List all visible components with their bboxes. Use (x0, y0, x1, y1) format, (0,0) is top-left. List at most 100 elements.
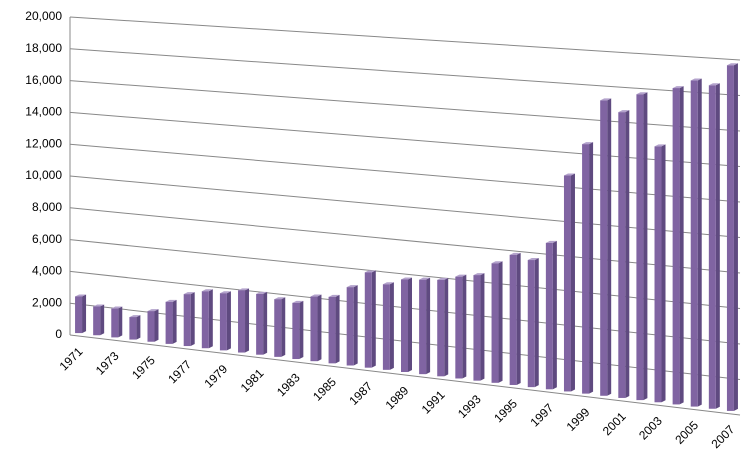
bar (690, 80, 698, 407)
bar-top (563, 173, 575, 176)
bar (219, 293, 227, 351)
x-tick-label: 1979 (202, 362, 231, 391)
bar (256, 293, 264, 355)
bar-top (328, 294, 340, 297)
x-tick-label: 1993 (455, 392, 484, 421)
bar-side (733, 63, 738, 411)
x-tick-label: 2001 (600, 409, 629, 438)
bar (183, 294, 191, 347)
bar-top (582, 142, 594, 145)
bar-top (491, 261, 503, 264)
bar (328, 296, 336, 364)
grid-line (69, 334, 741, 416)
bar-top (274, 297, 286, 300)
bar-top (437, 277, 449, 280)
y-tick-label: 12,000 (25, 136, 62, 150)
bar-side (462, 274, 467, 379)
bar-side (208, 289, 213, 349)
bar (401, 279, 408, 372)
bar (364, 272, 372, 368)
bar-side (643, 92, 648, 401)
bar-side (697, 78, 702, 407)
bar-side (625, 110, 630, 398)
x-tick-label: 1983 (274, 370, 303, 399)
x-tick-label: 1987 (346, 379, 375, 408)
bar-top (726, 63, 738, 66)
bar-top (219, 291, 231, 294)
bar (75, 296, 83, 334)
bar-side (172, 299, 177, 344)
bar-side (534, 258, 539, 388)
bar-top (111, 306, 123, 309)
x-tick-label: 2007 (709, 422, 738, 451)
bar-side (226, 291, 231, 351)
bar (600, 100, 608, 396)
bar-top (419, 277, 431, 280)
bar (129, 317, 137, 340)
bar-side (679, 86, 684, 405)
bar (437, 279, 445, 377)
y-tick-label: 16,000 (25, 73, 62, 87)
bar-side (281, 297, 286, 357)
bar (455, 276, 463, 379)
bar-top (310, 294, 322, 297)
bar (201, 291, 209, 349)
grid-line (69, 48, 741, 96)
bar-side (100, 304, 105, 336)
bar (491, 263, 499, 383)
y-tick-label: 8,000 (32, 200, 62, 214)
bar-side (317, 294, 322, 362)
bar-top (473, 273, 485, 276)
bar (419, 279, 427, 375)
bar (527, 260, 535, 388)
bar-top (672, 86, 684, 89)
bar-side (190, 292, 195, 347)
y-tick-label: 10,000 (25, 168, 62, 182)
bar-side (661, 144, 666, 403)
x-tick-label: 1973 (93, 349, 122, 378)
bar-top (238, 288, 250, 291)
x-tick-label: 2005 (672, 418, 701, 447)
bar-side (480, 273, 485, 381)
bar-side (516, 252, 521, 385)
bar (618, 112, 626, 398)
bar (672, 88, 680, 405)
bar (545, 242, 553, 390)
bar-top (600, 98, 612, 101)
bar-top (93, 304, 105, 307)
bar (582, 144, 590, 394)
bar (346, 287, 354, 366)
bar-top (527, 258, 539, 261)
bar (563, 175, 571, 392)
bar (382, 284, 390, 370)
bar (708, 85, 716, 409)
bar (147, 311, 155, 342)
bar (310, 296, 318, 362)
bar-side (389, 282, 394, 370)
bar (274, 299, 282, 357)
x-tick-label: 1989 (383, 383, 412, 412)
bar-top (201, 289, 213, 292)
bar (654, 146, 662, 403)
bar-top (690, 78, 702, 81)
bar-side (607, 98, 612, 396)
bar (726, 65, 734, 411)
bar-side (426, 277, 431, 375)
bar (111, 308, 119, 338)
bar-top (129, 315, 141, 318)
bar-side (589, 142, 594, 394)
bar-top (75, 294, 87, 297)
bar-side (335, 294, 340, 364)
x-tick-label: 1999 (564, 405, 593, 434)
bar-top (364, 270, 376, 273)
x-tick-label: 1985 (310, 375, 339, 404)
bar-side (245, 288, 250, 353)
y-tick-label: 4,000 (32, 264, 62, 278)
y-tick-label: 6,000 (32, 232, 62, 246)
bar-top (455, 274, 467, 277)
bar (636, 94, 644, 401)
bar-side (408, 277, 412, 372)
bar-top (509, 252, 521, 255)
bar-side (299, 300, 304, 360)
